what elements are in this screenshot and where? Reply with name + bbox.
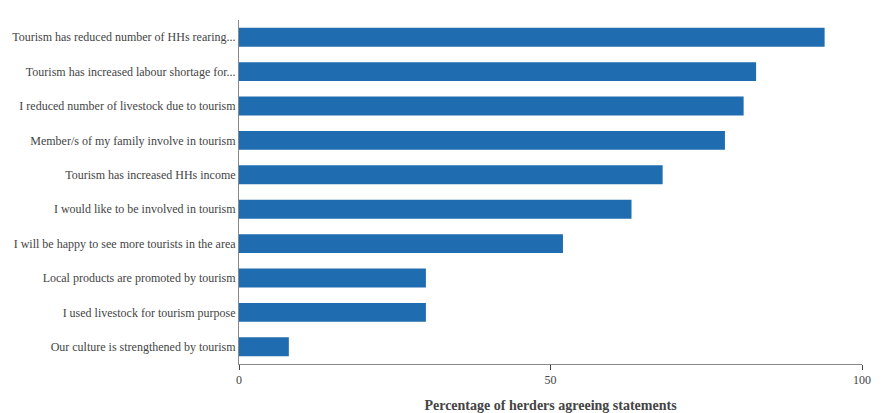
- svg-text:Tourism has increased HHs inco: Tourism has increased HHs income: [65, 168, 235, 182]
- svg-text:100: 100: [853, 373, 871, 387]
- svg-text:I used livestock for tourism p: I used livestock for tourism purpose: [63, 306, 236, 320]
- svg-text:Local products are promoted by: Local products are promoted by tourism: [43, 271, 237, 285]
- svg-text:Tourism has increased labour s: Tourism has increased labour shortage fo…: [26, 65, 236, 79]
- svg-text:0: 0: [236, 373, 242, 387]
- svg-text:Our culture is strengthened by: Our culture is strengthened by tourism: [51, 340, 237, 354]
- svg-text:Tourism has reduced number of: Tourism has reduced number of HHs rearin…: [12, 30, 235, 44]
- svg-text:I will be happy to see more to: I will be happy to see more tourists in …: [14, 237, 237, 251]
- svg-text:I reduced number of livestock: I reduced number of livestock due to tou…: [19, 99, 236, 113]
- svg-text:50: 50: [545, 373, 557, 387]
- svg-text:Member/s of my family involve: Member/s of my family involve in tourism: [30, 134, 236, 148]
- svg-text:Percentage of herders agreeing: Percentage of herders agreeing statement…: [424, 398, 677, 413]
- svg-text:I would like to be involved in: I would like to be involved in tourism: [54, 202, 236, 216]
